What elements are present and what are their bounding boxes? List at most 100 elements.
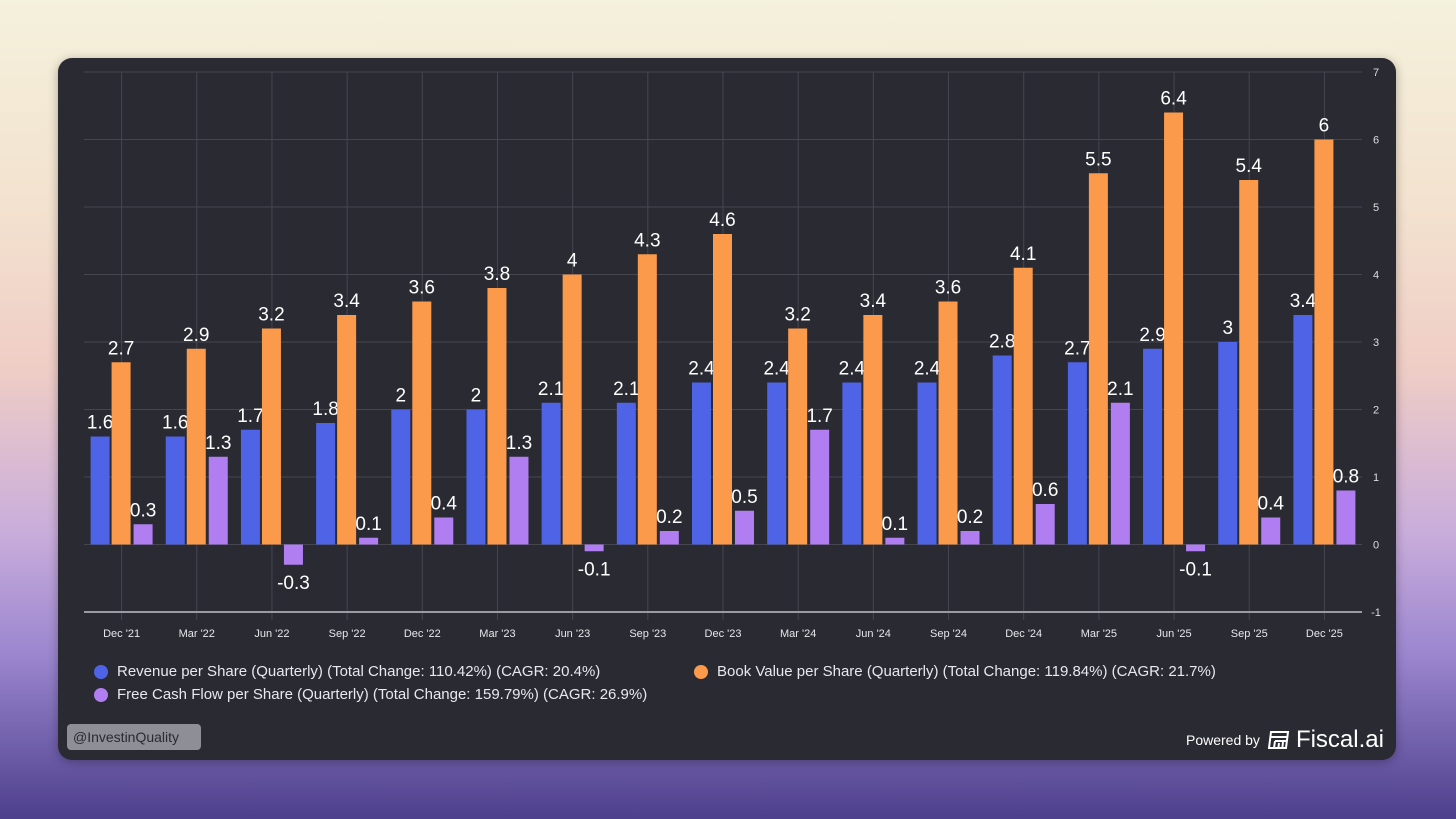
bar-fcf	[509, 456, 529, 545]
data-label: 1.3	[506, 433, 532, 454]
data-label: 4	[567, 251, 578, 272]
data-label: 0.5	[731, 487, 757, 508]
bar-book-value	[863, 315, 883, 545]
fiscal-logo-icon	[1267, 731, 1290, 749]
legend-dot	[694, 664, 708, 679]
data-label: 2.4	[839, 359, 866, 380]
x-tick-label: Dec '25	[1306, 628, 1343, 640]
data-label: 2.9	[183, 325, 209, 346]
legend-dot	[94, 664, 108, 679]
bar-fcf	[133, 524, 153, 545]
data-label: 2.7	[108, 338, 134, 359]
legend-item-book-value[interactable]: Book Value per Share (Quarterly) (Total …	[694, 663, 1216, 680]
bar-book-value	[337, 315, 357, 545]
bar-book-value	[637, 254, 657, 545]
x-tick-label: Sep '23	[629, 628, 666, 640]
data-label: 0.1	[882, 514, 908, 535]
bar-fcf	[1035, 504, 1055, 545]
y-tick-label: 4	[1373, 270, 1379, 282]
bar-fcf	[735, 510, 754, 545]
data-label: 3	[1222, 318, 1233, 339]
data-label: 6	[1319, 116, 1330, 137]
bar-fcf	[810, 429, 830, 545]
legend-label: Revenue per Share (Quarterly) (Total Cha…	[117, 663, 601, 680]
x-tick-label: Mar '22	[179, 628, 215, 640]
bar-book-value	[111, 362, 131, 545]
data-label: 1.6	[162, 413, 188, 434]
bar-fcf	[584, 544, 604, 552]
data-label: 1.7	[806, 406, 832, 427]
x-tick-label: Dec '21	[103, 628, 140, 640]
x-tick-label: Sep '22	[329, 628, 366, 640]
y-tick-label: 1	[1373, 472, 1379, 484]
data-label: 0.4	[431, 494, 458, 515]
data-label: 0.8	[1333, 467, 1359, 488]
bar-revenue	[842, 382, 862, 545]
data-label: 4.6	[709, 210, 735, 231]
data-label: 4.3	[634, 230, 660, 251]
data-label: 2	[471, 386, 482, 407]
bar-revenue	[1067, 362, 1087, 545]
bar-book-value	[412, 301, 432, 545]
legend-item-revenue[interactable]: Revenue per Share (Quarterly) (Total Cha…	[94, 663, 600, 680]
data-label: 2	[396, 386, 407, 407]
data-label: 2.8	[989, 332, 1015, 353]
watermark-tag: @InvestinQuality	[67, 724, 201, 750]
x-tick-label: Dec '23	[705, 628, 742, 640]
y-tick-label: 5	[1373, 202, 1379, 214]
bar-revenue	[316, 423, 336, 545]
bar-book-value	[1013, 267, 1033, 545]
data-label: 1.8	[312, 399, 338, 420]
bar-book-value	[261, 328, 281, 545]
data-label: 0.3	[130, 500, 156, 521]
legend-item-fcf[interactable]: Free Cash Flow per Share (Quarterly) (To…	[94, 686, 647, 703]
bar-book-value	[938, 301, 958, 545]
data-label: 1.3	[205, 433, 231, 454]
legend-label: Free Cash Flow per Share (Quarterly) (To…	[117, 686, 648, 703]
brand-name: Fiscal.ai	[1295, 726, 1384, 753]
bar-revenue	[240, 429, 260, 545]
bar-fcf	[359, 537, 379, 545]
bar-revenue	[917, 382, 937, 545]
data-label: 5.4	[1236, 156, 1263, 177]
data-label: -0.3	[277, 573, 310, 594]
bar-revenue	[992, 355, 1012, 545]
bar-revenue	[1218, 342, 1238, 545]
x-tick-label: Mar '25	[1081, 628, 1117, 640]
bar-fcf	[1110, 402, 1130, 545]
x-tick-label: Sep '25	[1231, 628, 1268, 640]
powered-by-text: Powered by	[1186, 732, 1260, 748]
y-tick-label: 6	[1373, 135, 1379, 147]
legend-dot	[94, 687, 108, 702]
bar-fcf	[659, 531, 679, 545]
data-label: 3.6	[409, 278, 435, 299]
y-tick-label: 2	[1373, 405, 1379, 417]
bar-revenue	[466, 409, 486, 545]
data-label: 2.4	[914, 359, 941, 380]
data-label: 3.4	[1290, 291, 1317, 312]
data-label: 1.7	[237, 406, 263, 427]
bar-fcf	[885, 537, 905, 545]
data-label: 2.9	[1139, 325, 1165, 346]
bar-fcf	[283, 544, 303, 565]
data-label: 2.7	[1064, 338, 1090, 359]
data-label: 3.2	[784, 305, 810, 326]
powered-by[interactable]: Powered by Fiscal.ai	[1186, 726, 1384, 754]
x-tick-label: Mar '24	[780, 628, 816, 640]
data-label: 5.5	[1085, 149, 1111, 170]
bar-revenue	[692, 382, 711, 545]
bar-book-value	[788, 328, 808, 545]
bar-revenue	[90, 436, 110, 545]
bar-fcf	[208, 456, 228, 545]
data-label: 0.1	[355, 514, 381, 535]
data-label: -0.1	[1179, 559, 1212, 580]
data-label: 3.6	[935, 278, 961, 299]
bar-book-value	[1088, 173, 1108, 545]
data-label: 2.4	[763, 359, 790, 380]
bar-revenue	[767, 382, 787, 545]
x-tick-label: Jun '22	[254, 628, 289, 640]
bar-revenue	[391, 409, 411, 545]
data-label: 0.6	[1032, 480, 1058, 501]
bar-book-value	[713, 234, 732, 545]
